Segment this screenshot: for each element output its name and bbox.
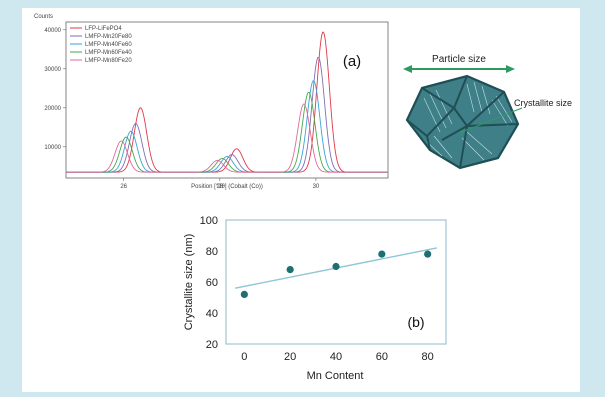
figure-panel: Counts 10000 20000 30000 40000 26 28 30 LFP-L… <box>22 8 580 392</box>
particle-size-label: Particle size <box>432 54 486 65</box>
xrd-series-line <box>66 56 388 173</box>
chart-a-ytick-label: 20000 <box>44 106 61 112</box>
legend-entry: LFP-LiFePO4 <box>85 26 122 32</box>
figure-svg: Counts 10000 20000 30000 40000 26 28 30 LFP-L… <box>34 14 572 382</box>
chart-b-xlabel: Mn Content <box>307 370 364 382</box>
data-point <box>240 290 248 298</box>
chart-a-panel-label: (a) <box>343 53 361 70</box>
crystallite-size-label: Crystallite size <box>514 98 572 108</box>
chart-a-ytick-label: 40000 <box>44 28 61 34</box>
chart-a-xtick-label: 28 <box>216 184 223 190</box>
chart-a-ylabel: Counts <box>34 14 53 20</box>
chart-b-ytick-label: 20 <box>206 339 218 351</box>
particle-outline <box>405 74 520 170</box>
chart-b-ylabel: Crystallite size (nm) <box>183 234 195 331</box>
legend-entry: LMFP-Mn80Fe20 <box>85 58 132 64</box>
legend-entry: LMFP-Mn60Fe40 <box>85 50 132 56</box>
arrow-head-left-icon <box>403 65 412 73</box>
data-point <box>332 262 340 271</box>
chart-a-ytick-label: 10000 <box>44 145 61 151</box>
chart-b-xtick-label: 40 <box>330 351 342 363</box>
chart-a-xlabel: Position [°2θ] (Cobalt (Co)) <box>191 184 263 190</box>
grain-hatching <box>423 81 513 161</box>
chart-a-xtick-label: 26 <box>120 184 127 190</box>
legend-entry: LMFP-Mn40Fe60 <box>85 42 132 48</box>
xrd-chart: Counts 10000 20000 30000 40000 26 28 30 LFP-L… <box>34 14 389 190</box>
chart-a-ytick-label: 30000 <box>44 67 61 73</box>
xrd-series-line <box>66 91 388 173</box>
chart-b-ytick-label: 80 <box>206 246 218 258</box>
chart-b-xtick-label: 60 <box>376 351 388 363</box>
chart-b-xtick-label: 20 <box>284 351 296 363</box>
crystallite-chart: 20 40 60 80 100 0 20 40 60 80 (b) Mn Content Cry… <box>183 215 447 382</box>
data-point <box>424 250 432 258</box>
chart-b-xtick-label: 80 <box>422 351 434 363</box>
particle-illustration: Particle size <box>403 54 572 170</box>
chart-b-frame <box>225 219 447 345</box>
grain-boundaries <box>406 75 519 169</box>
data-point <box>378 250 386 258</box>
crystallite-pointer <box>461 107 523 133</box>
chart-b-ytick-label: 60 <box>206 277 218 289</box>
arrow-head-right-icon <box>506 65 515 73</box>
legend-entry: LMFP-Mn20Fe80 <box>85 34 132 40</box>
chart-b-xtick-label: 0 <box>241 351 247 363</box>
chart-b-panel-label: (b) <box>407 314 424 330</box>
data-point <box>286 266 294 274</box>
crystallite-pointer-dot <box>460 130 464 134</box>
chart-b-ytick-label: 40 <box>206 308 218 320</box>
xrd-series-line <box>66 103 388 173</box>
xrd-series-line <box>66 31 388 173</box>
chart-b-ytick-label: 100 <box>200 215 218 227</box>
chart-a-xtick-label: 30 <box>313 184 320 190</box>
chart-a-frame <box>65 21 389 179</box>
